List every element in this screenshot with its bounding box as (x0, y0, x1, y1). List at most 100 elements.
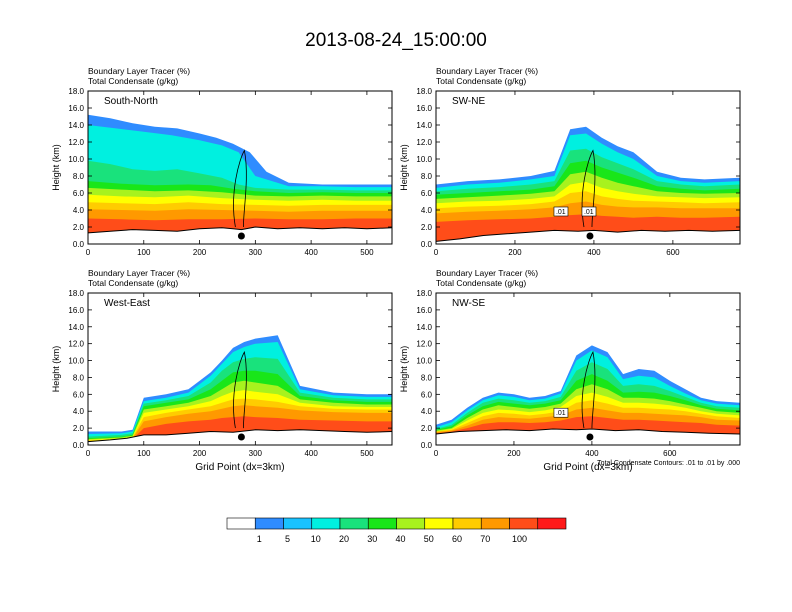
tracer-field (436, 345, 740, 445)
plot-frame (435, 292, 741, 446)
x-tick-label: 200 (508, 248, 522, 257)
x-tick-label: 200 (193, 248, 207, 257)
y-tick-label: 16.0 (68, 306, 84, 315)
figure-title: 2013-08-24_15:00:00 (305, 30, 487, 51)
colorbar-cell (537, 517, 567, 530)
panel-label: West-East (104, 298, 150, 309)
y-tick-label: 12.0 (416, 340, 432, 349)
panel-nw-se: .01 0.0 2.0 4.0 6.0 8.0 10.0 12.0 14.0 16.0 18.0 0 2… (399, 268, 741, 473)
y-tick-label: 14.0 (416, 323, 432, 332)
colorbar-cell (424, 517, 454, 530)
y-tick-label: 10.0 (68, 357, 84, 366)
colorbar-cell (509, 517, 539, 530)
panel-label: South-North (104, 96, 158, 107)
y-tick-label: 18.0 (68, 289, 84, 298)
x-tick-label: 400 (587, 248, 601, 257)
field-label-condensate: Total Condensate (g/kg) (436, 76, 526, 86)
contour-label: .01 (556, 410, 566, 417)
y-tick-label: 14.0 (68, 323, 84, 332)
y-tick-label: 0.0 (421, 441, 433, 450)
y-tick-label: 6.0 (73, 390, 85, 399)
y-tick-label: 16.0 (416, 104, 432, 113)
condensate-contour (233, 149, 247, 228)
x-tick-label: 500 (360, 248, 374, 257)
x-tick-label: 400 (585, 449, 599, 458)
storm-location-marker (237, 433, 245, 441)
field-label-tracer: Boundary Layer Tracer (%) (88, 66, 190, 76)
colorbar-label: 30 (367, 534, 377, 544)
x-tick-label: 200 (193, 449, 207, 458)
tracer-field (88, 114, 392, 244)
y-tick-label: 2.0 (421, 223, 433, 232)
condensate-contour (233, 351, 247, 429)
colorbar-cell (480, 517, 510, 530)
y-tick-label: 12.0 (416, 138, 432, 147)
y-tick-label: 2.0 (73, 223, 85, 232)
x-tick-label: 300 (249, 449, 263, 458)
terrain-line (88, 226, 392, 234)
x-axis-label: Grid Point (dx=3km) (543, 462, 632, 473)
contour-label-box (581, 206, 597, 217)
x-axis-label: Grid Point (dx=3km) (195, 462, 284, 473)
terrain-line (436, 428, 740, 435)
field-label-tracer: Boundary Layer Tracer (%) (436, 66, 538, 76)
y-tick-label: 18.0 (416, 87, 432, 96)
panel-west-east: 0.0 2.0 4.0 6.0 8.0 10.0 12.0 14.0 16.0 18.0 0 100 2… (51, 268, 393, 473)
y-tick-label: 4.0 (73, 407, 85, 416)
x-tick-label: 600 (663, 449, 677, 458)
field-label-condensate: Total Condensate (g/kg) (88, 76, 178, 86)
colorbar-label: 1 (257, 534, 262, 544)
y-axis-label: Height (km) (399, 346, 409, 393)
y-tick-label: 8.0 (421, 373, 433, 382)
x-tick-label: 300 (249, 248, 263, 257)
x-tick-label: 100 (137, 248, 151, 257)
plot-frame (87, 90, 393, 245)
y-tick-label: 10.0 (416, 357, 432, 366)
x-tick-label: 0 (86, 248, 91, 257)
colorbar-label: 60 (452, 534, 462, 544)
colorbar-label: 40 (395, 534, 405, 544)
y-tick-label: 4.0 (421, 407, 433, 416)
y-tick-label: 18.0 (416, 289, 432, 298)
y-tick-label: 16.0 (68, 104, 84, 113)
x-tick-label: 100 (137, 449, 151, 458)
colorbar-label: 20 (339, 534, 349, 544)
colorbar: 1 5 10 20 30 40 50 60 70 100 (226, 517, 567, 544)
y-tick-label: 14.0 (68, 121, 84, 130)
y-axis-label: Height (km) (51, 346, 61, 393)
storm-location-marker (586, 433, 594, 441)
plot-frame (87, 292, 393, 446)
colorbar-cell (339, 517, 369, 530)
plot-frame (435, 90, 741, 245)
colorbar-cell (283, 517, 313, 530)
x-tick-label: 0 (434, 449, 439, 458)
y-tick-label: 0.0 (73, 240, 85, 249)
contour-label-box (553, 407, 569, 418)
colorbar-cell (226, 517, 256, 530)
y-tick-label: 6.0 (421, 189, 433, 198)
y-tick-label: 18.0 (68, 87, 84, 96)
field-label-condensate: Total Condensate (g/kg) (436, 278, 526, 288)
y-tick-label: 2.0 (421, 424, 433, 433)
y-tick-label: 4.0 (73, 206, 85, 215)
y-tick-label: 0.0 (421, 240, 433, 249)
field-label-tracer: Boundary Layer Tracer (%) (436, 268, 538, 278)
colorbar-label: 50 (424, 534, 434, 544)
storm-location-marker (237, 232, 245, 240)
y-tick-label: 6.0 (421, 390, 433, 399)
y-tick-label: 0.0 (73, 441, 85, 450)
tracer-field (436, 126, 740, 244)
storm-location-marker (586, 232, 594, 240)
x-tick-label: 0 (434, 248, 439, 257)
x-tick-label: 400 (304, 248, 318, 257)
contour-note: Total Condensate Contours: .01 to .01 by… (597, 460, 740, 467)
x-tick-label: 600 (666, 248, 680, 257)
y-tick-label: 4.0 (421, 206, 433, 215)
y-tick-label: 2.0 (73, 424, 85, 433)
panel-label: SW-NE (452, 96, 485, 107)
panel-label: NW-SE (452, 298, 485, 309)
y-tick-label: 8.0 (421, 172, 433, 181)
y-tick-label: 12.0 (68, 340, 84, 349)
x-tick-label: 200 (507, 449, 521, 458)
